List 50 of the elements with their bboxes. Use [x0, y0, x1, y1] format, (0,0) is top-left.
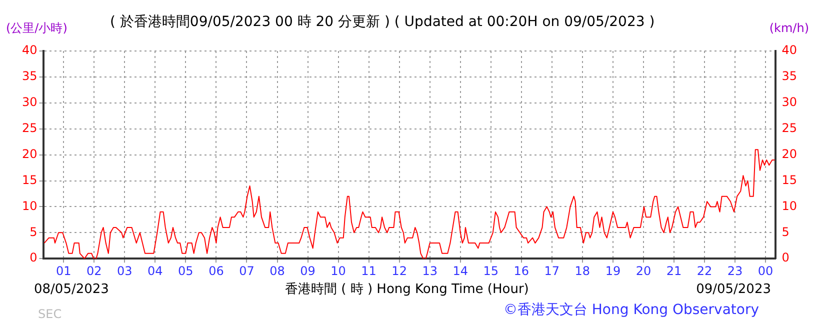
x-tick-label: 05 — [178, 264, 194, 278]
x-tick-label: 00 — [758, 264, 774, 278]
x-axis-title: 香港時間 ( 時 ) Hong Kong Time (Hour) — [285, 282, 529, 298]
y-tick-label: 10 — [22, 198, 38, 213]
x-tick-label: 23 — [727, 264, 743, 278]
y2-tick-label: 15 — [782, 172, 798, 187]
y-tick-label: 35 — [22, 69, 38, 84]
y-tick-label: 30 — [22, 95, 38, 110]
y-tick-label: 0 — [30, 250, 38, 265]
chart-title: ( 於香港時間09/05/2023 00 時 20 分更新 ) ( Updated at 00:20H on 09/05/2023 ) — [110, 14, 655, 30]
y2-tick-label: 5 — [782, 224, 790, 239]
x-tick-label: 02 — [86, 264, 102, 278]
x-tick-label: 18 — [574, 264, 590, 278]
x-tick-label: 06 — [208, 264, 224, 278]
y2-tick-label: 20 — [782, 146, 798, 161]
text: ©香港天文台 Hong Kong Observatory — [503, 302, 759, 318]
x-tick-label: 16 — [514, 264, 530, 278]
x-tick-label: 13 — [422, 264, 438, 278]
x-tick-label: 08 — [270, 264, 285, 278]
y-tick-label: 25 — [22, 120, 38, 135]
x-tick-label: 21 — [666, 264, 682, 278]
x-tick-label: 12 — [392, 264, 407, 278]
x-tick-label: 01 — [56, 264, 72, 278]
x-tick-label: 17 — [544, 264, 560, 278]
x-tick-label: 07 — [239, 264, 254, 278]
text: 09/05/2023 — [696, 282, 771, 298]
y-tick-label: 5 — [30, 224, 38, 239]
y-tick-label: 20 — [22, 146, 38, 161]
y2-tick-label: 0 — [782, 250, 790, 265]
y2-axis-title: (km/h) — [769, 20, 809, 36]
y-tick-label: 40 — [22, 43, 38, 58]
x-tick-label: 15 — [483, 264, 499, 278]
x-tick-label: 10 — [330, 264, 346, 278]
x-tick-label: 04 — [148, 264, 163, 278]
y-axis-title: (公里/小時) — [6, 20, 68, 36]
text: 08/05/2023 — [34, 282, 109, 298]
y2-tick-label: 35 — [782, 69, 798, 84]
y2-tick-label: 40 — [782, 43, 798, 58]
x-tick-label: 20 — [636, 264, 652, 278]
x-tick-label: 22 — [696, 264, 712, 278]
x-tick-label: 19 — [605, 264, 621, 278]
x-tick-label: 11 — [361, 264, 376, 278]
text: SEC — [38, 306, 62, 322]
x-tick-label: 03 — [117, 264, 132, 278]
y-tick-label: 15 — [22, 172, 38, 187]
y2-tick-label: 30 — [782, 95, 798, 110]
y2-tick-label: 25 — [782, 120, 798, 135]
y2-tick-label: 10 — [782, 198, 798, 213]
x-tick-label: 09 — [300, 264, 316, 278]
x-tick-label: 14 — [452, 264, 468, 278]
